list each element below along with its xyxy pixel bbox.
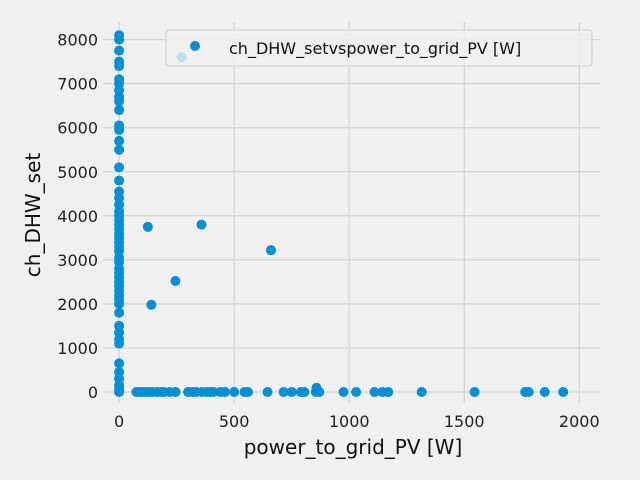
data-point	[114, 34, 125, 45]
x-tick-labels: 0 500 1000 1500 2000	[114, 412, 600, 431]
data-point	[229, 386, 240, 397]
x-tick-label: 1500	[444, 412, 485, 431]
data-point	[170, 275, 181, 286]
data-point	[208, 386, 219, 397]
data-point	[114, 45, 125, 56]
data-point	[114, 105, 125, 116]
x-tick-label: 0	[114, 412, 124, 431]
y-tick-label: 8000	[57, 31, 98, 50]
x-tick-label: 2000	[559, 412, 600, 431]
data-point	[114, 135, 125, 146]
data-point	[311, 382, 322, 393]
y-tick-label: 7000	[57, 75, 98, 94]
data-point	[114, 358, 125, 369]
data-point	[539, 386, 550, 397]
y-tick-labels: 0 1000 2000 3000 4000 5000 6000 7000 8000	[57, 31, 98, 402]
data-point	[114, 386, 125, 397]
data-point	[146, 299, 157, 310]
plot-area	[103, 22, 600, 403]
data-point	[278, 386, 289, 397]
y-tick-label: 2000	[57, 295, 98, 314]
y-tick-label: 4000	[57, 207, 98, 226]
data-point	[114, 298, 125, 309]
data-point	[114, 144, 125, 155]
data-point	[558, 386, 569, 397]
data-point	[469, 386, 480, 397]
data-point	[196, 219, 207, 230]
data-point	[142, 221, 153, 232]
legend: ch_DHW_setvspower_to_grid_PV [W]	[165, 29, 593, 67]
data-point	[416, 386, 427, 397]
y-tick-label: 1000	[57, 339, 98, 358]
x-tick-label: 500	[219, 412, 250, 431]
data-point	[114, 96, 125, 107]
legend-box	[165, 29, 593, 67]
data-point	[170, 386, 181, 397]
data-point	[114, 338, 125, 349]
data-point	[523, 386, 534, 397]
data-point	[114, 162, 125, 173]
data-point	[114, 175, 125, 186]
y-tick-label: 3000	[57, 251, 98, 270]
data-point	[265, 245, 276, 256]
legend-marker	[190, 41, 200, 51]
data-point	[369, 386, 380, 397]
y-tick-label: 6000	[57, 119, 98, 138]
data-point	[219, 386, 230, 397]
x-axis-label: power_to_grid_PV [W]	[244, 435, 463, 459]
data-point	[299, 386, 310, 397]
data-point	[242, 386, 253, 397]
y-tick-label: 5000	[57, 163, 98, 182]
data-point	[114, 61, 125, 72]
data-point	[262, 386, 273, 397]
y-axis-label: ch_DHW_set	[21, 153, 45, 278]
legend-label: ch_DHW_setvspower_to_grid_PV [W]	[229, 39, 521, 59]
x-tick-label: 1000	[329, 412, 370, 431]
data-point	[383, 386, 394, 397]
data-point	[114, 307, 125, 318]
data-point	[351, 386, 362, 397]
data-point	[114, 124, 125, 135]
y-tick-label: 0	[88, 383, 98, 402]
data-point	[286, 386, 297, 397]
data-point	[338, 386, 349, 397]
data-points	[114, 30, 569, 397]
